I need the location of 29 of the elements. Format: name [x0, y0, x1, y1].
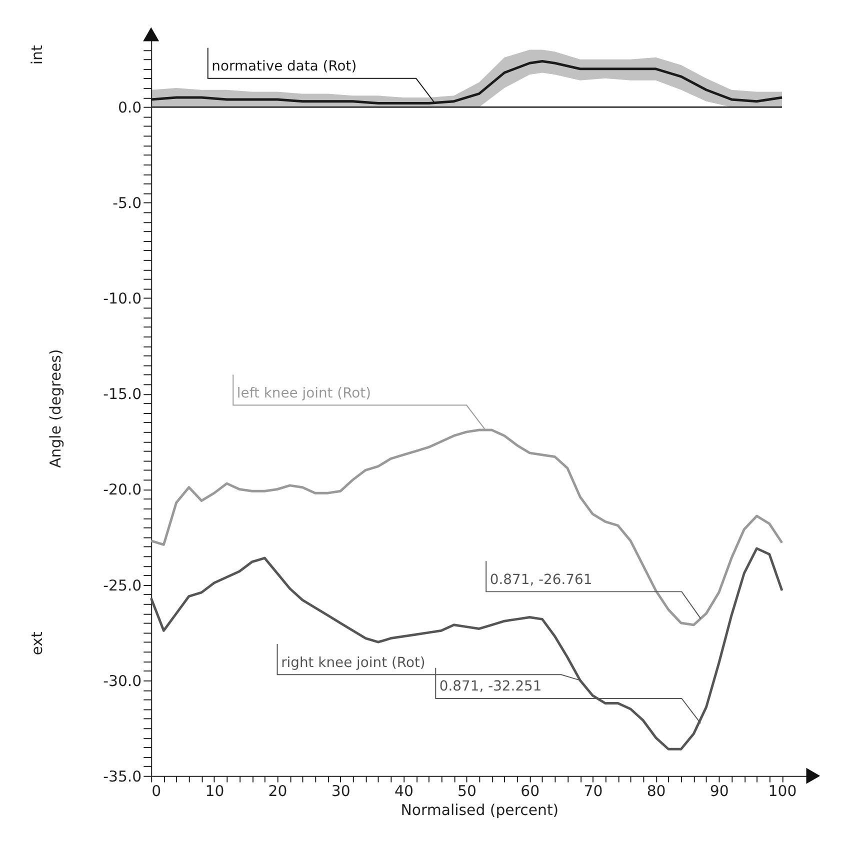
x-tick-label: 80 — [646, 782, 666, 800]
x-tick-label: 60 — [520, 782, 540, 800]
text: ext — [28, 632, 46, 656]
annotation: normative data (Rot) — [212, 58, 357, 75]
y-tick-label: -20.0 — [103, 480, 142, 499]
annotation: 0.871, -26.761 — [490, 572, 592, 588]
y-tick-label: -5.0 — [112, 194, 142, 212]
annotation: right knee joint (Rot) — [281, 654, 426, 671]
y-tick-label: -30.0 — [103, 672, 142, 690]
y-tick-label: 0.0 — [118, 98, 142, 117]
text: int — [28, 45, 46, 65]
x-tick-label: 50 — [458, 782, 477, 800]
x-tick-label: 30 — [331, 782, 350, 800]
x-tick-label: 40 — [394, 782, 414, 800]
x-tick-label: 100 — [768, 782, 797, 800]
y-tick-label: -25.0 — [103, 576, 142, 594]
y-tick-label: -10.0 — [103, 290, 142, 308]
y-tick-label: -35.0 — [103, 767, 142, 786]
x-tick-label: 70 — [584, 782, 603, 800]
x-tick-label: 90 — [710, 782, 729, 800]
y-axis-title: Angle (degrees) — [46, 349, 64, 468]
x-tick-label: 20 — [268, 782, 288, 800]
x-axis-title: Normalised (percent) — [400, 801, 559, 820]
x-tick-label: 0 — [152, 782, 162, 800]
line-series — [150, 547, 784, 750]
x-tick-label: 10 — [205, 782, 224, 800]
y-tick-label: -15.0 — [103, 385, 142, 404]
annotation: 0.871, -32.251 — [439, 678, 542, 695]
annotation: left knee joint (Rot) — [236, 385, 372, 402]
